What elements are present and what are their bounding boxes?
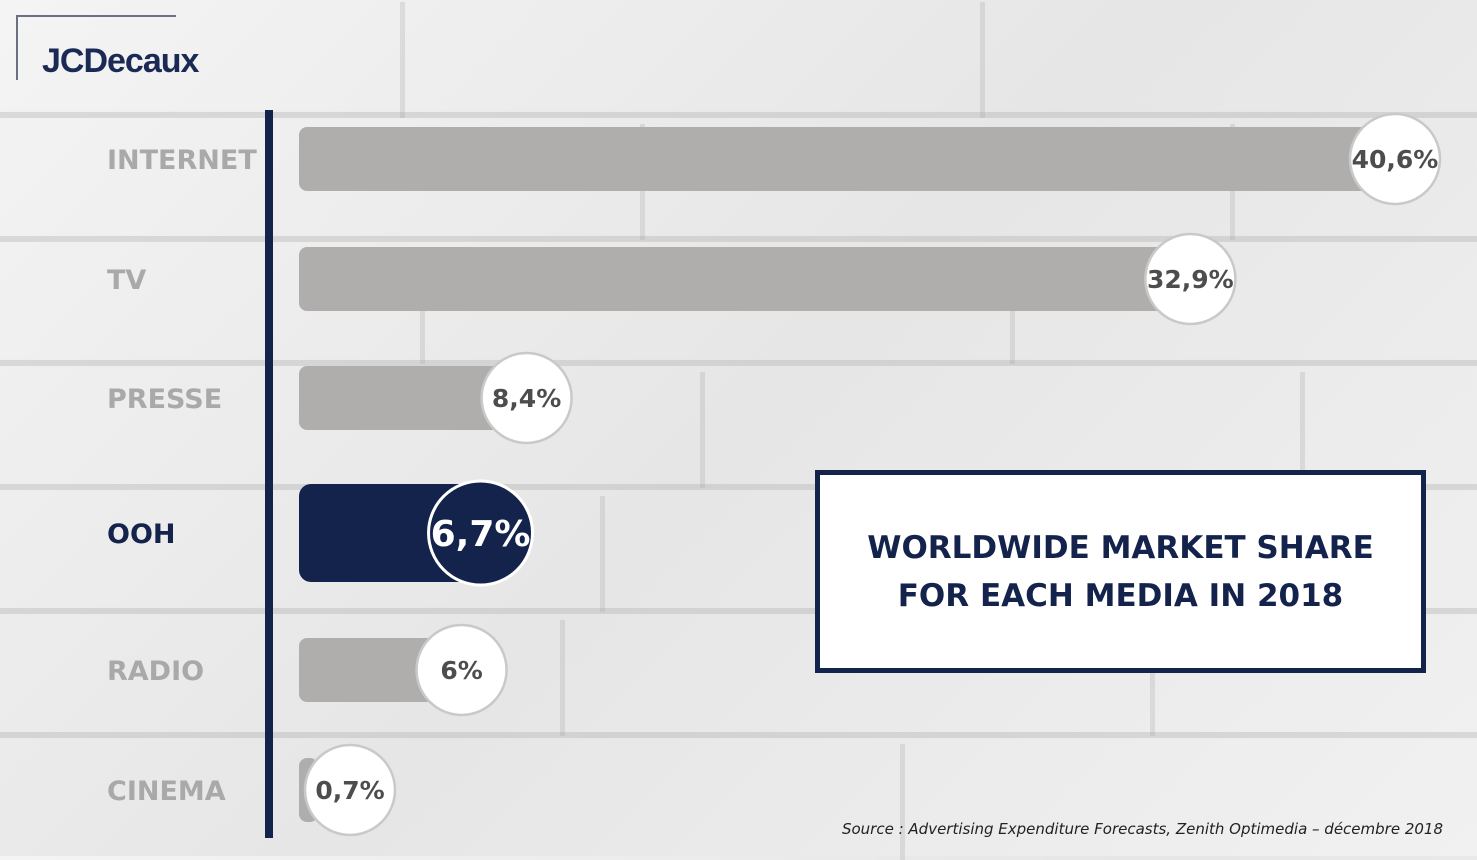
category-label-internet: INTERNET xyxy=(107,145,257,176)
chart-title-box: WORLDWIDE MARKET SHARE FOR EACH MEDIA IN… xyxy=(815,470,1426,673)
brick-joint xyxy=(400,2,405,118)
brick-joint xyxy=(900,744,905,860)
vertical-axis-line xyxy=(265,110,273,838)
category-label-ooh: OOH xyxy=(107,519,176,550)
brick-joint xyxy=(1150,620,1155,736)
chart-title-line-1: WORLDWIDE MARKET SHARE xyxy=(867,529,1374,566)
value-badge-internet xyxy=(1348,112,1442,206)
corner-bracket-horizontal xyxy=(16,15,176,17)
bars-layer: INTERNET 40,6% TV 32,9% PRESSE 8,4% OOH 6,7% RAD… xyxy=(107,112,1442,837)
category-label-tv: TV xyxy=(107,265,146,296)
value-badge-radio xyxy=(415,623,508,717)
value-label-presse: 8,4% xyxy=(492,384,561,413)
brick-joint xyxy=(600,496,605,612)
brick-joint xyxy=(700,372,705,488)
value-label-radio: 6% xyxy=(440,656,482,685)
brick-joint xyxy=(560,620,565,736)
value-label-tv: 32,9% xyxy=(1147,265,1234,294)
brick-joint xyxy=(980,2,985,118)
bar-tv xyxy=(299,247,1191,311)
brick-joint xyxy=(1300,372,1305,488)
bar-presse xyxy=(299,366,527,430)
value-badge-cinema xyxy=(303,743,397,837)
chart-title-line-2: FOR EACH MEDIA IN 2018 xyxy=(897,577,1344,614)
jcdecaux-logo: JCDecaux xyxy=(42,42,199,80)
value-badge-presse xyxy=(480,351,573,445)
value-label-ooh: 6,7% xyxy=(431,514,531,555)
source-note: Source : Advertising Expenditure Forecas… xyxy=(841,820,1443,838)
value-badge-tv xyxy=(1144,232,1237,326)
value-badge-ooh xyxy=(427,479,535,587)
corner-bracket-vertical xyxy=(16,15,18,80)
bar-internet xyxy=(299,127,1399,191)
category-label-radio: RADIO xyxy=(107,656,204,687)
chart-title: WORLDWIDE MARKET SHARE FOR EACH MEDIA IN… xyxy=(841,524,1401,620)
value-label-cinema: 0,7% xyxy=(315,776,384,805)
category-label-presse: PRESSE xyxy=(107,384,222,415)
value-label-internet: 40,6% xyxy=(1352,145,1439,174)
category-label-cinema: CINEMA xyxy=(107,776,226,807)
